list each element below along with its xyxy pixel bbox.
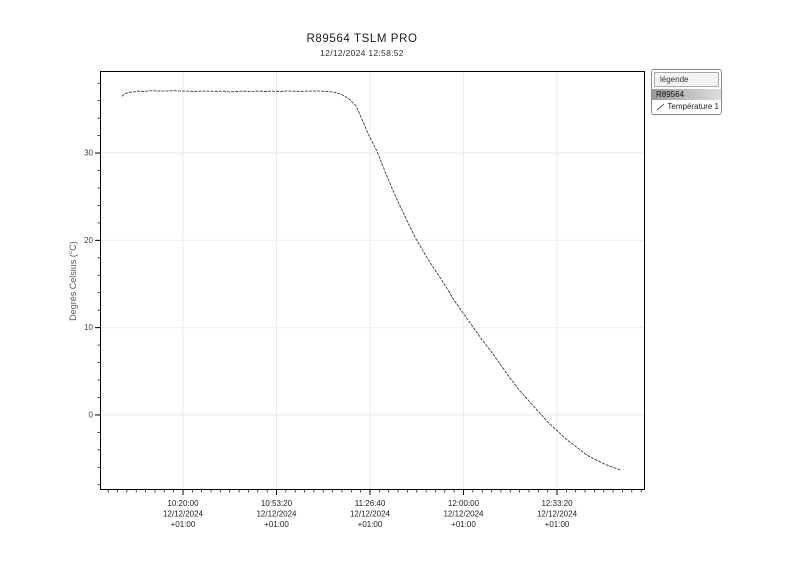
x-tick-label: 10:53:20 12/12/2024 +01:00 [256, 499, 297, 529]
legend-header: légende [654, 72, 719, 87]
series-line-marker-icon [656, 103, 665, 110]
legend-series-label: Température 1 [667, 102, 719, 111]
x-tick-label: 10:20:00 12/12/2024 +01:00 [163, 499, 204, 529]
x-tick-label: 12:00:00 12/12/2024 +01:00 [443, 499, 484, 529]
plot-border [100, 71, 645, 490]
temperature-curve [121, 90, 621, 471]
y-tick-label: 0 [89, 411, 94, 420]
legend-series-row[interactable]: Température 1 [652, 100, 721, 112]
y-tick-label: 20 [84, 236, 93, 245]
legend-device-row[interactable]: R89564 [652, 89, 721, 100]
x-tick-label: 11:26:40 12/12/2024 +01:00 [350, 499, 391, 529]
x-tick-label: 12:33:20 12/12/2024 +01:00 [537, 499, 578, 529]
legend-box: légende R89564 Température 1 [651, 69, 722, 115]
y-axis-title: Degrés Celsius (°C) [68, 241, 78, 321]
y-tick-label: 10 [84, 323, 93, 332]
y-tick-label: 30 [84, 149, 93, 158]
